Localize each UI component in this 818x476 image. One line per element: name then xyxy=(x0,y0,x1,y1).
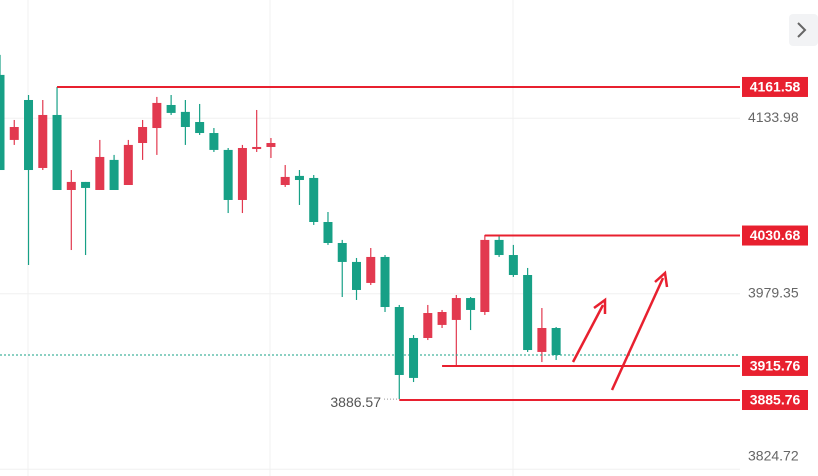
level-label: 3885.76 xyxy=(750,392,801,408)
candle-body xyxy=(81,181,91,188)
arrow xyxy=(571,304,605,363)
candle-body xyxy=(152,102,162,129)
candle-body xyxy=(123,144,133,185)
candle-body xyxy=(66,181,76,190)
candle-body xyxy=(451,298,461,320)
candle-body xyxy=(352,261,361,290)
candle-body xyxy=(138,127,148,144)
y-tick-label: 3979.35 xyxy=(748,284,799,300)
low-annotation: 3886.57 xyxy=(330,394,381,410)
candle-body xyxy=(437,311,447,325)
candle-body xyxy=(394,307,404,375)
candle-body xyxy=(109,159,119,190)
candle-body xyxy=(237,147,247,200)
candle-body xyxy=(366,256,376,283)
candle-body xyxy=(195,122,205,134)
candle-body xyxy=(38,114,48,168)
candle-body xyxy=(209,133,219,150)
y-tick-label: 3824.72 xyxy=(748,448,799,464)
candle-body xyxy=(266,143,276,147)
candle-body xyxy=(95,156,105,190)
candle-body xyxy=(409,337,419,378)
candle-body xyxy=(423,313,433,338)
candle-body xyxy=(523,274,533,351)
arrow-head xyxy=(654,270,669,288)
collapse-button[interactable] xyxy=(789,14,818,46)
candle-body xyxy=(494,239,504,256)
candle-body xyxy=(252,146,262,150)
candle-body xyxy=(280,176,290,185)
candle-body xyxy=(52,114,62,190)
candle-body xyxy=(480,239,490,312)
collapse-icon xyxy=(797,22,807,38)
candle-body xyxy=(0,74,5,171)
level-label-box xyxy=(742,76,808,97)
candle-body xyxy=(223,149,233,200)
level-label: 3915.76 xyxy=(750,358,801,374)
y-tick-label: 4133.98 xyxy=(748,109,799,125)
candle-body xyxy=(508,255,518,275)
level-label-box xyxy=(742,225,808,246)
candle-body xyxy=(294,175,304,181)
arrow-head xyxy=(593,297,607,314)
candle-body xyxy=(551,328,561,356)
level-label-box xyxy=(742,355,808,376)
drawn-arrows xyxy=(571,270,669,391)
price-axis: 4133.98 3979.35 3824.72 4161.58 4030.68 3915.… xyxy=(742,76,808,464)
candle-body xyxy=(309,177,319,222)
level-label: 4030.68 xyxy=(750,227,801,243)
candle-body xyxy=(323,221,333,243)
candle-body xyxy=(24,99,34,171)
grid xyxy=(0,117,740,470)
plot: 3886.57 xyxy=(0,54,740,410)
candle-body xyxy=(537,328,547,352)
arrow xyxy=(610,277,665,391)
candle-body xyxy=(337,242,347,262)
candle-body xyxy=(380,256,390,308)
level-label-box xyxy=(742,390,808,411)
candle-body xyxy=(466,298,476,310)
candle-body xyxy=(166,104,176,113)
candle-body xyxy=(180,111,190,128)
candle-body xyxy=(9,127,19,140)
level-label: 4161.58 xyxy=(750,79,801,95)
